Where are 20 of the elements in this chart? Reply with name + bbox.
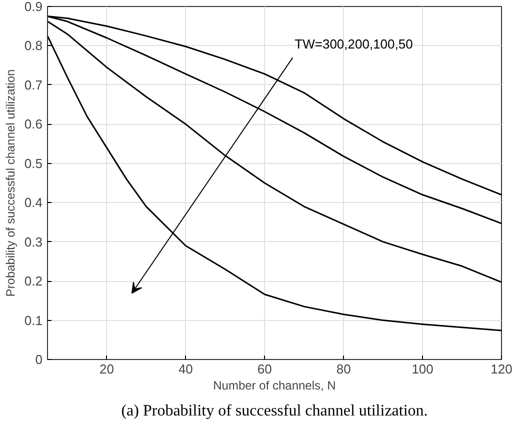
y-tick-label: 0.8 xyxy=(24,38,43,54)
y-tick-label: 0.5 xyxy=(24,156,43,171)
x-tick-label: 60 xyxy=(257,362,272,376)
y-tick-label: 0.7 xyxy=(24,77,43,92)
x-axis-title: Number of channels, N xyxy=(213,378,336,392)
x-tick-label: 40 xyxy=(178,362,193,376)
annotation: TW=300,200,100,50 xyxy=(294,36,413,52)
y-tick-label: 0.4 xyxy=(24,195,43,210)
y-tick-label: 0.1 xyxy=(24,312,43,328)
y-tick-label: 0.2 xyxy=(24,274,43,289)
text: (a) Probability of successful channel utilization. xyxy=(121,402,428,420)
y-tick-label: 0.3 xyxy=(24,234,43,250)
y-tick-label: 0.6 xyxy=(24,116,43,132)
y-tick-label: 0.9 xyxy=(24,0,43,14)
x-tick-label: 100 xyxy=(412,362,434,376)
y-tick-label: 0 xyxy=(35,352,43,367)
x-tick-label: 80 xyxy=(336,362,351,376)
x-tick-label: 20 xyxy=(99,362,114,376)
x-tick-label: 120 xyxy=(490,362,512,376)
y-axis-title: Probability of successful channel utilization xyxy=(3,69,18,297)
